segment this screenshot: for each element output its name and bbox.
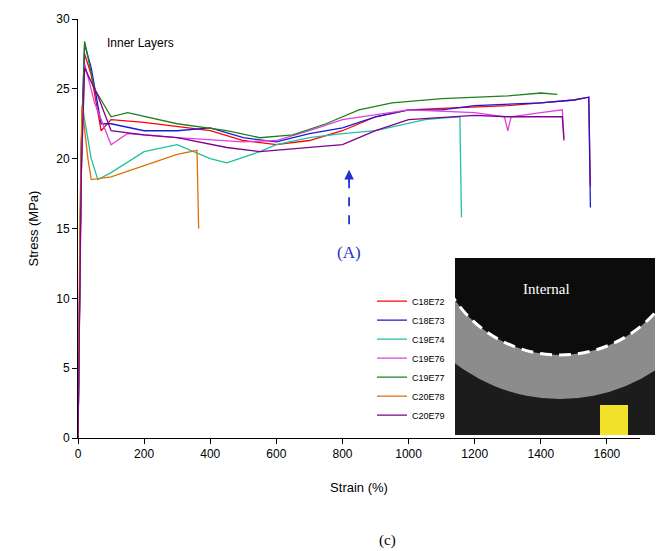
svg-text:10: 10 bbox=[56, 292, 70, 306]
svg-text:C19E74: C19E74 bbox=[412, 335, 445, 345]
svg-text:5: 5 bbox=[63, 361, 70, 375]
svg-text:0: 0 bbox=[75, 447, 82, 461]
svg-text:20: 20 bbox=[56, 152, 70, 166]
svg-text:25: 25 bbox=[56, 82, 70, 96]
svg-text:Stress (MPa): Stress (MPa) bbox=[26, 191, 41, 267]
svg-text:C20E79: C20E79 bbox=[412, 411, 445, 421]
svg-text:(A): (A) bbox=[337, 243, 361, 262]
svg-text:C18E73: C18E73 bbox=[412, 316, 445, 326]
svg-text:30: 30 bbox=[56, 12, 70, 26]
svg-text:600: 600 bbox=[266, 447, 286, 461]
svg-text:1400: 1400 bbox=[527, 447, 554, 461]
svg-text:(c): (c) bbox=[379, 532, 396, 549]
svg-text:C18E72: C18E72 bbox=[412, 297, 445, 307]
svg-text:1600: 1600 bbox=[594, 447, 621, 461]
svg-text:400: 400 bbox=[200, 447, 220, 461]
svg-text:Internal: Internal bbox=[523, 281, 570, 297]
svg-text:C19E76: C19E76 bbox=[412, 354, 445, 364]
svg-text:1200: 1200 bbox=[461, 447, 488, 461]
svg-text:1000: 1000 bbox=[395, 447, 422, 461]
svg-text:C20E78: C20E78 bbox=[412, 392, 445, 402]
svg-text:0: 0 bbox=[63, 431, 70, 445]
svg-text:Strain (%): Strain (%) bbox=[330, 480, 388, 495]
svg-text:C19E77: C19E77 bbox=[412, 373, 445, 383]
svg-text:200: 200 bbox=[134, 447, 154, 461]
svg-text:15: 15 bbox=[56, 222, 70, 236]
svg-text:Inner Layers: Inner Layers bbox=[107, 36, 174, 50]
svg-text:800: 800 bbox=[332, 447, 352, 461]
